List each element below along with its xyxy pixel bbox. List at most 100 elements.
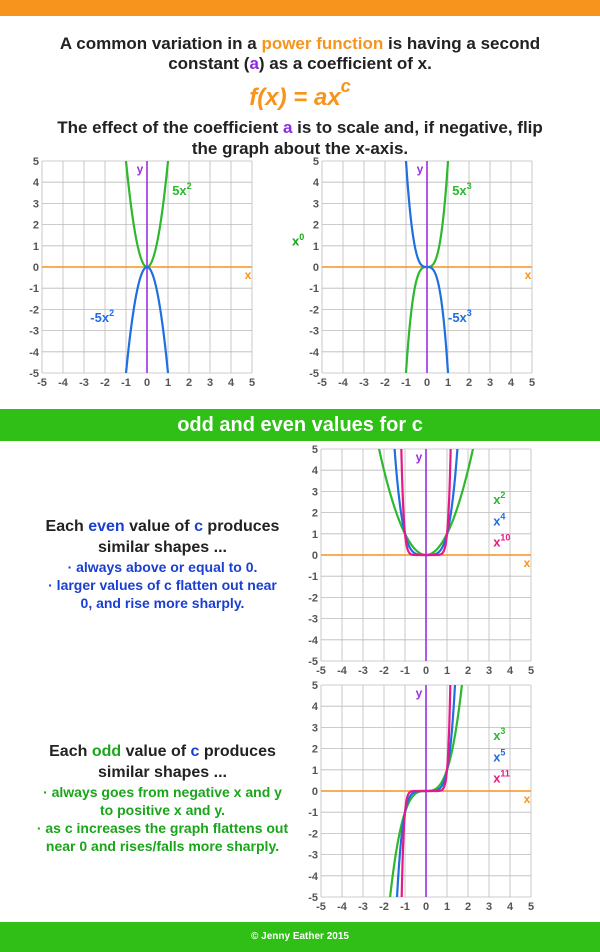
x-tick-label: -3: [358, 665, 368, 677]
x-tick-label: 1: [444, 665, 450, 677]
y-tick-label: -4: [308, 635, 319, 647]
x-tick-label: 4: [507, 665, 514, 677]
footer-bar: © Jenny Eather 2015: [0, 922, 600, 952]
y-tick-label: 4: [312, 465, 319, 477]
x-tick-label: 2: [186, 377, 192, 389]
x-tick-label: 5: [529, 377, 535, 389]
even-heading-2: similar shapes ...: [98, 539, 227, 556]
x-tick-label: 0: [423, 665, 429, 677]
x-tick-label: -5: [316, 901, 326, 913]
y-axis-label: y: [417, 162, 424, 176]
series-curve: [400, 685, 452, 897]
even-part: value of: [124, 518, 195, 535]
y-axis-label: y: [416, 686, 423, 700]
odd-heading-2: similar shapes ...: [98, 764, 227, 781]
series-curve: [124, 265, 170, 373]
formula-base: f(x) = ax: [249, 84, 341, 111]
y-tick-label: 5: [312, 444, 318, 456]
effect-line-2: the graph about the x-axis.: [191, 139, 409, 158]
x-tick-label: -4: [337, 665, 348, 677]
y-tick-label: -2: [308, 828, 318, 840]
x-tick-label: -5: [37, 377, 47, 389]
intro-line-1: A common variation in a power function i…: [0, 34, 600, 54]
effect-part: The effect of the coefficient: [57, 118, 283, 137]
series-curve: [400, 449, 452, 557]
effect-text: The effect of the coefficient a is to sc…: [0, 117, 600, 159]
series-label-exponent: 2: [500, 490, 505, 500]
x-axis-label: x: [524, 792, 531, 806]
y-tick-label: -2: [309, 304, 319, 316]
x-tick-label: -1: [400, 901, 410, 913]
even-bullet-2: · larger values of c flatten out near: [48, 577, 277, 593]
x-tick-label: 3: [486, 901, 492, 913]
x-tick-label: 3: [486, 665, 492, 677]
x-tick-label: 0: [144, 377, 150, 389]
intro-text: A common variation in a power function i…: [0, 34, 600, 74]
y-tick-label: 2: [33, 220, 39, 232]
series-label: x4: [493, 511, 505, 528]
x-tick-label: -4: [337, 901, 348, 913]
odd-part: value of: [121, 743, 191, 760]
mid-power-label: x0: [292, 232, 304, 248]
odd-part: produces: [199, 743, 276, 760]
even-bullet-1: · always above or equal to 0.: [67, 559, 258, 575]
y-tick-label: 1: [313, 241, 319, 253]
series-label: x2: [493, 490, 505, 507]
y-tick-label: 5: [313, 156, 319, 168]
even-keyword: even: [88, 518, 125, 535]
y-tick-label: -3: [308, 614, 318, 626]
y-tick-label: -3: [29, 326, 39, 338]
x-tick-label: -5: [316, 665, 326, 677]
x-axis-label: x: [245, 268, 252, 282]
even-bullet-3: 0, and rise more sharply.: [80, 595, 245, 611]
y-tick-label: -3: [309, 326, 319, 338]
odd-bullet-1: · always goes from negative x and y: [43, 784, 282, 800]
x-tick-label: 3: [207, 377, 213, 389]
odd-keyword: odd: [91, 743, 122, 760]
y-tick-label: -2: [308, 592, 318, 604]
x-tick-label: 5: [249, 377, 255, 389]
y-tick-label: -4: [308, 871, 319, 883]
intro-part: ) as a coefficient of x.: [258, 54, 432, 73]
y-tick-label: 0: [313, 262, 319, 274]
y-tick-label: 3: [33, 198, 39, 210]
y-tick-label: 2: [313, 220, 319, 232]
series-label-exponent: 2: [109, 308, 114, 318]
effect-line-1: The effect of the coefficient a is to sc…: [0, 117, 600, 138]
y-tick-label: 4: [312, 701, 319, 713]
y-tick-label: -1: [309, 283, 319, 295]
x-tick-label: 0: [423, 901, 429, 913]
series-label: -5x2: [90, 308, 114, 325]
even-part: Each: [45, 518, 89, 535]
intro-line-2: constant (a) as a coefficient of x.: [0, 54, 600, 74]
series-label-exponent: 2: [187, 181, 192, 191]
formula: f(x) = axc: [0, 76, 600, 112]
x-tick-label: 2: [466, 377, 472, 389]
even-heading: Each even value of c produces: [0, 516, 325, 537]
y-tick-label: -2: [29, 304, 39, 316]
y-tick-label: -4: [309, 347, 320, 359]
series-label: x5: [493, 747, 505, 764]
intro-keyword: power function: [261, 34, 384, 53]
y-tick-label: 3: [313, 198, 319, 210]
x-tick-label: 4: [507, 901, 514, 913]
y-tick-label: 0: [312, 550, 318, 562]
x-tick-label: -2: [379, 901, 389, 913]
x-tick-label: 2: [465, 901, 471, 913]
section-title-bar: odd and even values for c: [0, 409, 600, 441]
y-axis-label: y: [137, 162, 144, 176]
x-tick-label: 1: [444, 901, 450, 913]
series-label-exponent: 5: [500, 747, 505, 757]
odd-c-keyword: c: [190, 743, 200, 760]
y-tick-label: -1: [308, 807, 318, 819]
series-label: -5x3: [448, 308, 472, 325]
y-tick-label: 3: [312, 486, 318, 498]
series-label-exponent: 4: [500, 511, 505, 521]
x-tick-label: 4: [228, 377, 235, 389]
x-tick-label: -4: [58, 377, 69, 389]
odd-part: Each: [49, 743, 92, 760]
x-tick-label: 5: [528, 665, 534, 677]
series-curve: [404, 161, 450, 373]
